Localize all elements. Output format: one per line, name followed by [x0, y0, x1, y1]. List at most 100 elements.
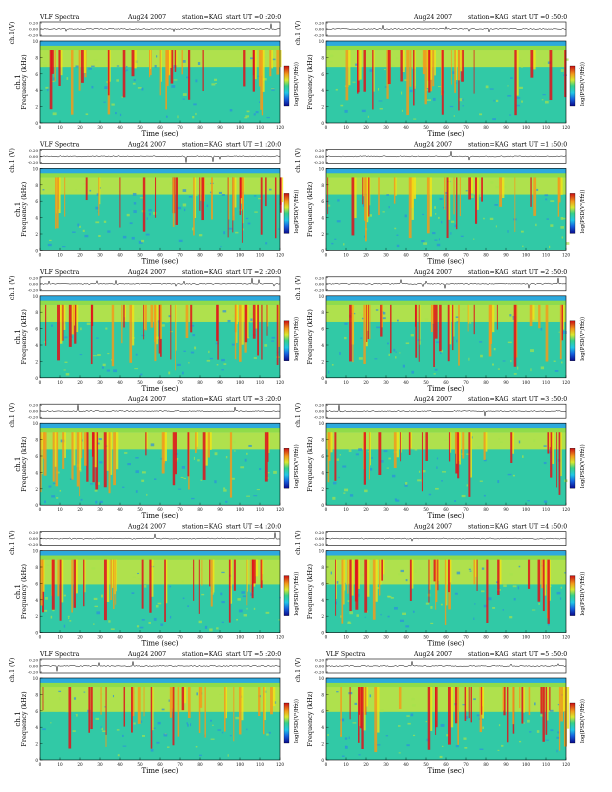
spectrogram-streak: [454, 50, 456, 93]
noise-speck: [209, 628, 213, 632]
noise-speck: [191, 497, 195, 500]
spectrogram-streak: [421, 432, 423, 492]
spectrogram-streak: [364, 177, 366, 221]
noise-speck: [95, 717, 100, 720]
spectrogram-streak: [349, 559, 352, 612]
noise-speck: [51, 80, 55, 82]
noise-speck: [267, 472, 270, 474]
spectrogram-streak: [113, 559, 115, 610]
spectrogram-mid-band: [40, 559, 280, 585]
spectrogram-streak: [257, 304, 259, 356]
x-tick-label: 90: [503, 507, 509, 512]
noise-speck: [497, 368, 500, 370]
noise-speck: [527, 500, 530, 502]
panel-label-date: Aug24 2007: [127, 651, 166, 658]
waveform-tick-label: -0.20: [28, 287, 39, 292]
noise-speck: [330, 571, 332, 575]
spectrogram-streak: [170, 50, 174, 84]
noise-speck: [498, 724, 501, 727]
spectrogram-streak-halo: [368, 177, 371, 206]
x-tick-label: 100: [522, 507, 530, 512]
noise-speck: [195, 745, 198, 748]
spectrogram-streak-halo: [450, 432, 452, 453]
noise-speck: [394, 227, 397, 230]
y-tick-label: 2: [321, 487, 324, 492]
spectrogram-streak: [447, 687, 451, 745]
spectrogram-streak: [506, 687, 509, 743]
spectrogram-streak: [448, 432, 451, 462]
noise-speck: [438, 216, 440, 219]
x-tick-label: 80: [197, 507, 203, 512]
noise-speck: [560, 216, 564, 220]
waveform-trace: [325, 277, 567, 289]
spectrogram-streak: [143, 304, 145, 340]
spectrogram-streak-halo: [75, 559, 78, 594]
spectrogram-streak: [131, 687, 133, 733]
spectrogram-streak: [349, 687, 351, 720]
spectrogram-streak-halo: [164, 432, 167, 462]
noise-speck: [122, 235, 127, 239]
noise-speck: [386, 595, 390, 598]
y-tick-label: 4: [35, 216, 38, 221]
spectrogram-streak: [261, 304, 263, 360]
noise-speck: [188, 361, 190, 364]
noise-speck: [186, 722, 188, 725]
noise-speck: [367, 115, 369, 118]
noise-speck: [97, 354, 101, 356]
noise-speck: [503, 185, 507, 189]
y-tick-label: 0: [321, 376, 324, 381]
spectrogram-streak: [368, 432, 371, 480]
noise-speck: [439, 352, 442, 355]
noise-speck: [65, 373, 70, 376]
noise-speck: [231, 477, 235, 480]
noise-speck: [395, 351, 397, 353]
x-tick-label: 50: [423, 125, 429, 130]
spectrogram-image: [326, 295, 567, 378]
noise-speck: [344, 737, 348, 740]
noise-speck: [98, 438, 102, 441]
noise-speck: [80, 327, 82, 331]
spectrogram-streak: [193, 177, 195, 236]
spectrogram-streak: [444, 559, 447, 625]
panel-label-start: start UT =0 :20:0: [226, 14, 281, 21]
spectrogram-streak: [57, 304, 61, 361]
noise-speck: [44, 500, 46, 504]
spectrogram-streak: [54, 50, 56, 82]
noise-speck: [219, 693, 223, 695]
waveform-ylabel: ch.1 (V): [295, 275, 302, 300]
y-tick-label: 8: [321, 565, 324, 570]
noise-speck: [507, 473, 512, 476]
spectrogram-streak: [241, 177, 243, 243]
noise-speck: [141, 239, 145, 243]
noise-speck: [223, 363, 227, 365]
colorbar-tick-label: -1: [293, 704, 296, 708]
spectrogram-streak: [474, 177, 478, 224]
spectrogram-streak: [435, 559, 438, 603]
waveform-tick-label: 0.20: [315, 275, 324, 280]
noise-speck: [340, 615, 342, 618]
x-tick-label: 70: [463, 762, 469, 767]
noise-speck: [432, 232, 436, 235]
noise-speck: [140, 373, 143, 376]
spectrogram-streak: [207, 432, 210, 458]
x-tick-label: 10: [57, 252, 63, 257]
noise-speck: [445, 191, 448, 195]
noise-speck: [339, 454, 341, 456]
noise-speck: [354, 702, 358, 705]
noise-speck: [206, 204, 209, 207]
x-tick-label: 100: [522, 762, 530, 767]
spectrogram-streak-halo: [60, 50, 63, 76]
spectrogram-streak: [150, 687, 153, 749]
noise-speck: [388, 457, 391, 460]
noise-speck: [250, 57, 254, 60]
spectrogram-streak-halo: [58, 177, 61, 214]
x-tick-label: 50: [137, 252, 143, 257]
x-tick-label: 10: [57, 125, 63, 130]
spectrogram-streak: [187, 687, 191, 719]
noise-speck: [116, 65, 120, 67]
noise-speck: [75, 189, 77, 191]
noise-speck: [390, 597, 394, 599]
noise-speck: [75, 713, 78, 717]
noise-speck: [241, 591, 246, 594]
spectrogram-streak: [519, 687, 521, 709]
